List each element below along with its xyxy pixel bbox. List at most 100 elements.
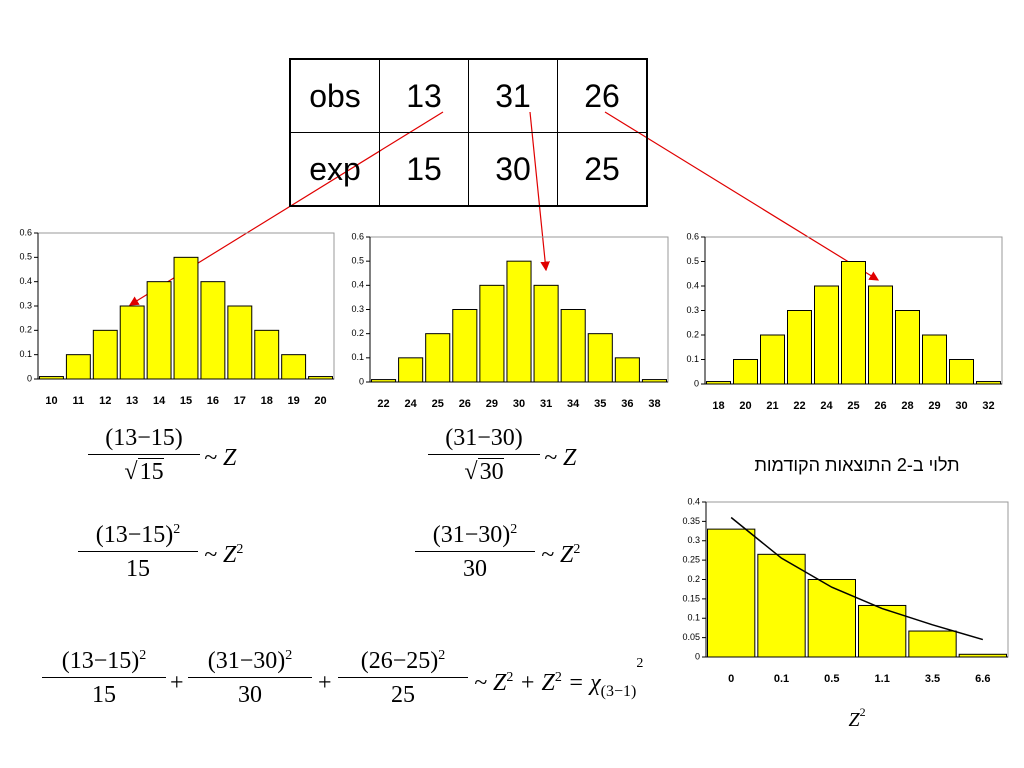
bar xyxy=(807,579,857,658)
bar xyxy=(65,354,91,380)
y-tick-label: 0.3 xyxy=(687,535,700,545)
bar xyxy=(841,261,866,385)
bar xyxy=(254,329,280,380)
sum-formula: (13−15)2 15 + (31−30)2 30 + (26−25)2 25 ~ Z… xyxy=(42,648,722,728)
y-tick-label: 0.5 xyxy=(19,252,32,262)
exponent: 2 xyxy=(139,648,147,663)
bar xyxy=(479,284,505,383)
y-tick-label: 0.2 xyxy=(686,329,699,339)
x-tick-label: 32 xyxy=(982,400,994,412)
y-tick-label: 0 xyxy=(694,378,699,388)
bar xyxy=(976,381,1001,385)
x-tick-label: 18 xyxy=(261,395,273,407)
bar xyxy=(706,381,731,385)
y-tick-label: 0 xyxy=(695,651,700,661)
x-tick-label: 11 xyxy=(73,395,85,407)
y-tick-label: 0.3 xyxy=(686,305,699,315)
exponent: 2 xyxy=(636,656,644,671)
rhs-term: = χ xyxy=(567,670,601,696)
fit-curve xyxy=(730,516,984,641)
y-tick-label: 0.5 xyxy=(686,256,699,266)
bar xyxy=(281,354,307,380)
bar xyxy=(173,256,199,380)
y-tick-label: 0.4 xyxy=(686,280,699,290)
bar xyxy=(757,553,806,658)
arrow xyxy=(604,111,880,281)
numerator: (31−30) xyxy=(432,522,511,548)
y-tick-label: 0.5 xyxy=(351,256,364,266)
x-tick-label: 10 xyxy=(45,395,57,407)
x-tick-label: 36 xyxy=(621,398,633,410)
table-cell: 30 xyxy=(468,132,558,207)
numerator: (13−15) xyxy=(88,425,200,455)
bar xyxy=(506,260,532,383)
y-tick-label: 0.4 xyxy=(687,496,700,506)
bar xyxy=(119,305,145,380)
bar xyxy=(641,379,668,383)
y-tick-label: 0.4 xyxy=(351,280,364,290)
table-cell: exp xyxy=(289,132,380,207)
table-cell: 26 xyxy=(557,58,648,133)
y-tick-label: 0.1 xyxy=(19,349,32,359)
x-tick-label: 30 xyxy=(513,398,525,410)
bar xyxy=(707,528,756,658)
y-tick-label: 0.2 xyxy=(19,325,32,335)
x-tick-label: 31 xyxy=(540,398,552,410)
bar xyxy=(560,309,586,383)
exponent: 2 xyxy=(554,670,562,685)
x-tick-label: 30 xyxy=(955,400,967,412)
x-tick-label: 28 xyxy=(901,400,913,412)
chart-title: תלוי ב-2 התוצאות הקודמות xyxy=(754,455,959,475)
x-axis-label: Z2 xyxy=(848,705,865,731)
bar xyxy=(371,379,397,383)
bar xyxy=(868,285,893,385)
table-cell: 25 xyxy=(557,132,648,207)
x-tick-label: 34 xyxy=(567,398,580,410)
y-tick-label: 0.2 xyxy=(351,328,364,338)
y-tick-label: 0.05 xyxy=(682,632,700,642)
bar xyxy=(452,309,478,383)
table-cell: obs xyxy=(289,58,380,133)
x-axis-label-base: Z xyxy=(848,709,860,731)
bar xyxy=(922,334,947,385)
obs-exp-table: obs 13 31 26 exp 15 30 25 xyxy=(289,58,648,207)
rhs: ~ Z xyxy=(541,542,574,568)
bar xyxy=(949,359,974,385)
x-tick-label: 20 xyxy=(739,400,751,412)
bar xyxy=(760,334,785,385)
x-axis-label-exponent: 2 xyxy=(860,705,866,719)
numerator: (31−30) xyxy=(428,425,540,455)
y-tick-label: 0.4 xyxy=(19,276,32,286)
y-tick-label: 0.1 xyxy=(687,613,700,623)
exponent: 2 xyxy=(573,542,581,557)
y-tick-label: 0 xyxy=(359,376,364,386)
bar xyxy=(533,284,559,383)
denominator: 25 xyxy=(391,682,415,708)
x-tick-label: 6.6 xyxy=(975,673,990,685)
denominator: 30 xyxy=(477,458,504,485)
x-tick-label: 21 xyxy=(766,400,778,412)
plus: + xyxy=(170,670,184,696)
y-tick-label: 0.6 xyxy=(19,227,32,237)
x-tick-label: 19 xyxy=(288,395,300,407)
x-tick-label: 14 xyxy=(153,395,166,407)
y-tick-label: 0.15 xyxy=(682,593,700,603)
x-tick-label: 16 xyxy=(207,395,219,407)
plus: + xyxy=(318,670,332,696)
bar xyxy=(92,329,118,380)
table-cell: 13 xyxy=(379,58,469,133)
bar xyxy=(814,285,839,385)
bar xyxy=(398,357,424,383)
x-tick-label: 22 xyxy=(793,400,805,412)
rhs: ~ Z xyxy=(204,542,237,568)
denominator: 15 xyxy=(126,556,150,582)
bar xyxy=(787,310,812,385)
rhs: ~ Z xyxy=(544,445,577,471)
bar xyxy=(895,310,920,385)
numerator: (31−30) xyxy=(207,648,286,674)
x-tick-label: 25 xyxy=(847,400,859,412)
y-tick-label: 0.6 xyxy=(686,231,699,241)
y-tick-label: 0.25 xyxy=(682,555,700,565)
